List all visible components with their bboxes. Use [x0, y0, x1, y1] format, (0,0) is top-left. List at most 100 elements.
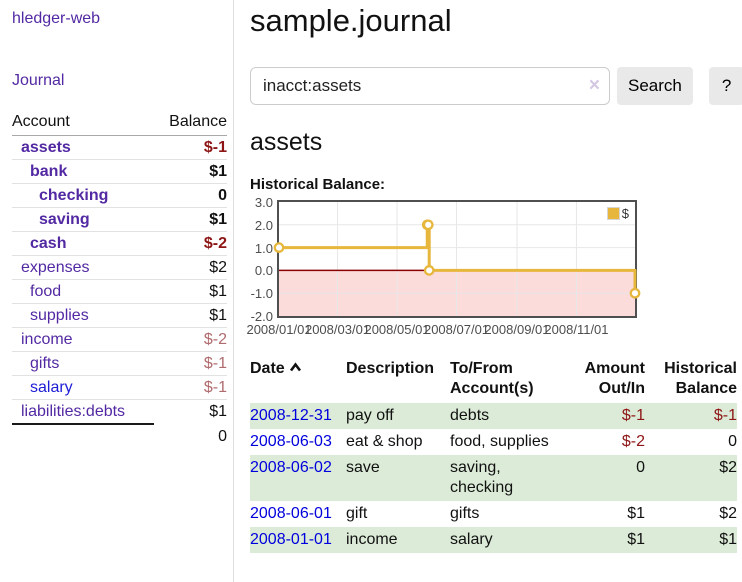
sidebar-item-journal[interactable]: Journal	[12, 72, 65, 89]
account-balance: $-1	[203, 139, 227, 156]
register-description: gift	[346, 505, 368, 522]
register-description: pay off	[346, 407, 394, 424]
y-axis-tick-label: 3.0	[254, 195, 273, 210]
account-row: supplies $1	[12, 303, 227, 328]
register-accounts: food, supplies	[450, 433, 549, 450]
legend-label: $	[621, 206, 629, 221]
account-link[interactable]: food	[30, 283, 62, 300]
register-balance: $2	[719, 505, 737, 522]
register-header-row: Date Description To/From Account(s) Amou…	[250, 357, 737, 403]
search-input-wrap: ×	[250, 67, 610, 105]
chart-legend: $	[605, 206, 630, 221]
register-date-link[interactable]: 2008-06-02	[250, 459, 332, 476]
account-link[interactable]: cash	[30, 235, 67, 252]
historical-balance-chart: $ 3.0 2.0 1.0 0.0 -1.0 -2.0 2008/01/01 2008/03/…	[246, 195, 737, 340]
account-row: food $1	[12, 279, 227, 304]
clear-search-icon[interactable]: ×	[588, 75, 600, 96]
register-col-accounts: To/From Account(s)	[450, 360, 534, 397]
register-date-link[interactable]: 2008-06-03	[250, 433, 332, 450]
register-accounts: saving, checking	[450, 459, 514, 496]
x-axis-tick-label: 2008/07/01	[423, 322, 490, 337]
y-axis-tick-label: 0.0	[254, 263, 273, 279]
register-date-link[interactable]: 2008-12-31	[250, 407, 332, 424]
account-row: assets $-1	[12, 136, 227, 160]
account-balance: 0	[154, 183, 227, 208]
app-title-link[interactable]: hledger-web	[12, 10, 101, 27]
register-date-link[interactable]: 2008-06-01	[250, 505, 332, 522]
account-row: saving $1	[12, 207, 227, 232]
search-form: × Search ?	[250, 67, 742, 105]
register-row: 2008-01-01 income salary $1 $1	[250, 527, 737, 553]
page-title: sample.journal	[250, 3, 452, 38]
register-row: 2008-06-01 gift gifts $1 $2	[250, 501, 737, 527]
help-button[interactable]: ?	[708, 67, 742, 105]
account-link[interactable]: supplies	[30, 307, 89, 324]
search-button[interactable]: Search	[617, 67, 693, 105]
account-link[interactable]: income	[21, 331, 73, 348]
account-row: expenses $2	[12, 255, 227, 280]
register-accounts: gifts	[450, 505, 480, 522]
register-col-description: Description	[346, 360, 435, 377]
register-description: income	[346, 531, 398, 548]
register-accounts: debts	[450, 407, 490, 424]
register-col-date[interactable]: Date	[250, 357, 346, 403]
account-balance: $-1	[154, 375, 227, 400]
account-row: checking 0	[12, 183, 227, 208]
account-balance: $1	[154, 279, 227, 304]
sidebar: hledger-web Journal Account Balance asse…	[0, 0, 234, 582]
search-input[interactable]	[250, 67, 610, 105]
register-row: 2008-12-31 pay off debts $-1 $-1	[250, 403, 737, 429]
account-row: cash $-2	[12, 231, 227, 256]
chart-canvas	[273, 202, 641, 316]
accounts-total-row: 0	[12, 423, 227, 448]
account-link[interactable]: liabilities:debts	[21, 403, 126, 420]
account-link[interactable]: salary	[30, 379, 73, 396]
accounts-total-value: 0	[218, 428, 227, 445]
register-description: eat & shop	[346, 433, 423, 450]
account-link[interactable]: expenses	[21, 259, 90, 276]
account-balance: $1	[154, 399, 227, 424]
account-heading: assets	[250, 128, 323, 156]
x-axis-tick-label: 2008/03/01	[304, 322, 371, 337]
register-balance: $-1	[713, 407, 737, 424]
register-amount: $1	[627, 505, 645, 522]
sort-ascending-icon	[289, 362, 301, 372]
y-axis-tick-label: -2.0	[250, 309, 273, 324]
account-link[interactable]: checking	[39, 187, 109, 204]
account-row: salary $-1	[12, 375, 227, 400]
account-link[interactable]: bank	[30, 163, 68, 180]
main-content: sample.journal × Search ? assets Histori…	[246, 0, 742, 553]
account-balance: $1	[154, 303, 227, 328]
account-row: bank $1	[12, 159, 227, 184]
account-link[interactable]: saving	[39, 211, 90, 228]
account-balance: $-1	[154, 351, 227, 376]
account-link[interactable]: assets	[21, 139, 71, 156]
register-balance: $1	[719, 531, 737, 548]
register-accounts: salary	[450, 531, 493, 548]
account-link[interactable]: gifts	[30, 355, 60, 372]
account-balance: $-2	[154, 327, 227, 352]
accounts-table: Account Balance assets $-1 bank $1 checking 0…	[12, 111, 227, 448]
register-amount: $-2	[621, 433, 645, 450]
account-row: liabilities:debts $1	[12, 399, 227, 424]
register-balance: $2	[719, 459, 737, 476]
chart-heading: Historical Balance:	[250, 176, 386, 193]
x-axis-tick-label: 2008/01/01	[246, 322, 312, 337]
register-description: save	[346, 459, 380, 476]
register-row: 2008-06-03 eat & shop food, supplies $-2 0	[250, 429, 737, 455]
register-date-link[interactable]: 2008-01-01	[250, 531, 332, 548]
register-table: Date Description To/From Account(s) Amou…	[250, 357, 737, 553]
app-title: hledger-web	[12, 10, 227, 28]
account-balance: $1	[154, 159, 227, 184]
x-axis-tick-label: 2008/05/01	[364, 322, 430, 337]
account-balance: $2	[154, 255, 227, 280]
account-row: income $-2	[12, 327, 227, 352]
register-col-balance: Historical Balance	[664, 360, 737, 397]
accounts-col-account: Account	[12, 111, 155, 136]
register-col-amount: Amount Out/In	[584, 360, 645, 397]
register-row: 2008-06-02 save saving, checking 0 $2	[250, 455, 737, 501]
chart-plot-area: $	[273, 200, 641, 318]
account-row: gifts $-1	[12, 351, 227, 376]
register-balance: 0	[728, 433, 737, 450]
